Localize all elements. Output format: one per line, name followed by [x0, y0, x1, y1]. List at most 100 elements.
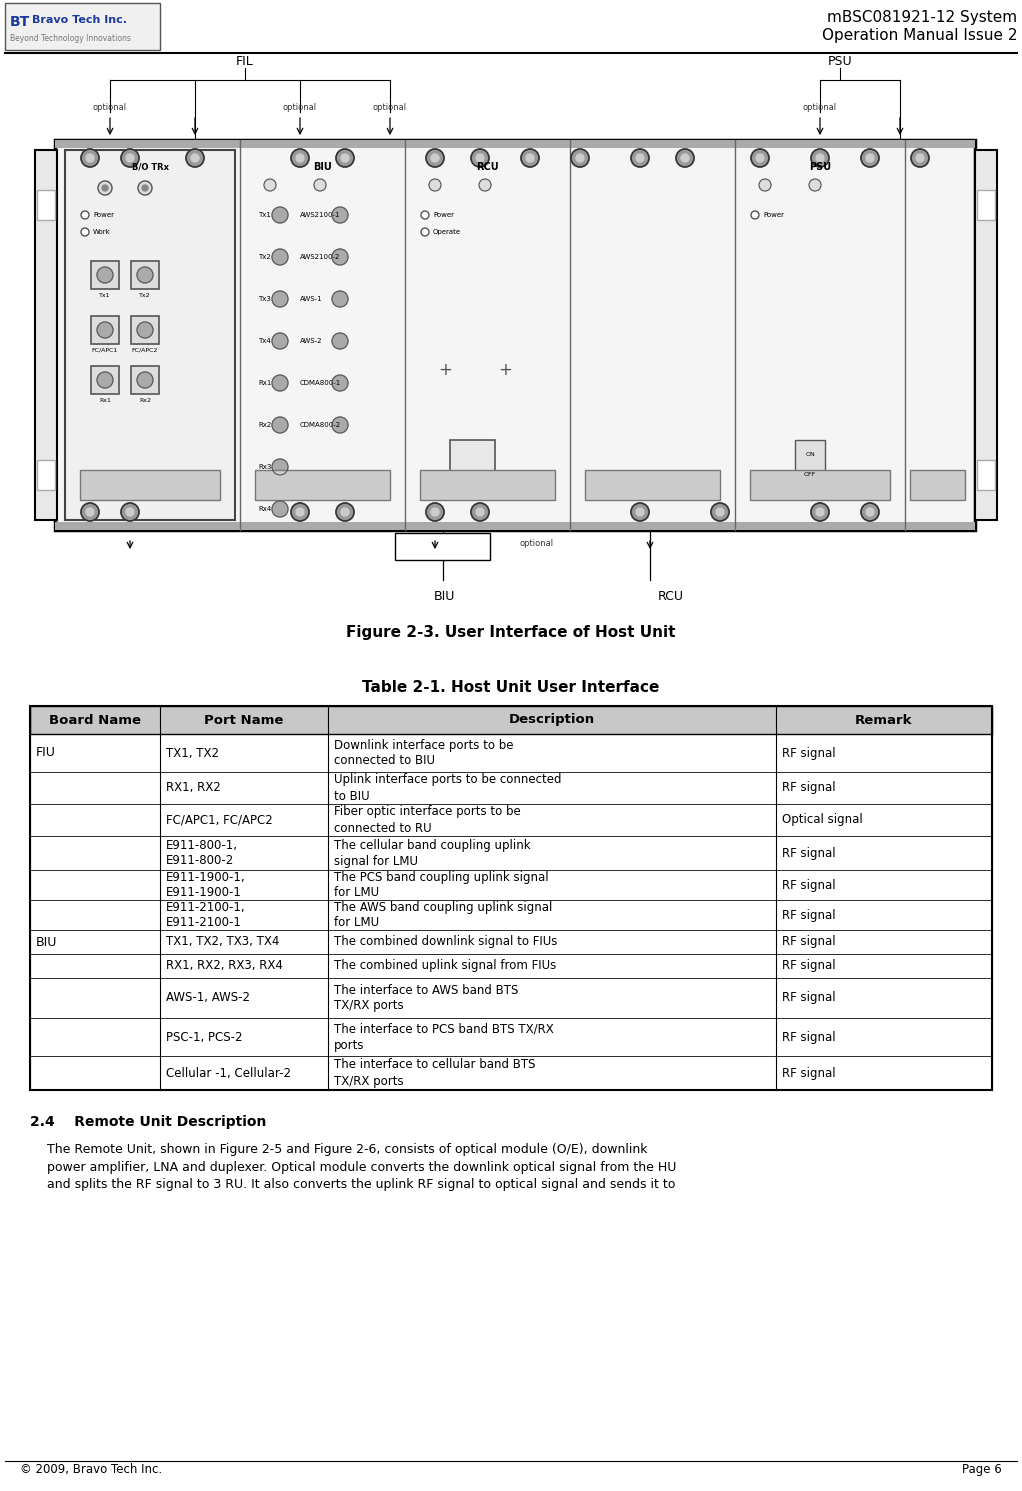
Circle shape [332, 249, 349, 265]
Circle shape [861, 149, 879, 167]
Text: FC/APC1, FC/APC2: FC/APC1, FC/APC2 [166, 814, 273, 826]
Bar [30, 1056, 992, 1090]
Circle shape [97, 371, 113, 388]
Bar [5, 3, 160, 51]
Text: BT: BT [10, 15, 31, 28]
Text: RF signal: RF signal [782, 908, 835, 921]
Bar [65, 151, 235, 520]
Bar [30, 836, 992, 871]
Circle shape [86, 154, 94, 163]
Bar [256, 470, 390, 499]
Text: Tx4: Tx4 [258, 338, 271, 344]
Circle shape [811, 149, 829, 167]
Text: E911-1900-1,
E911-1900-1: E911-1900-1, E911-1900-1 [166, 871, 245, 899]
Circle shape [86, 508, 94, 516]
Circle shape [332, 376, 349, 391]
Text: RF signal: RF signal [782, 935, 835, 948]
Text: optional: optional [520, 538, 554, 547]
Circle shape [264, 179, 276, 191]
Circle shape [526, 154, 535, 163]
Circle shape [314, 179, 326, 191]
Circle shape [809, 179, 821, 191]
Text: RF signal: RF signal [782, 781, 835, 795]
Circle shape [816, 154, 824, 163]
Circle shape [521, 149, 539, 167]
Text: RX1, RX2, RX3, RX4: RX1, RX2, RX3, RX4 [166, 960, 283, 972]
Bar [30, 954, 992, 978]
Text: RCU: RCU [658, 590, 684, 602]
Text: Rx1: Rx1 [99, 398, 111, 403]
Text: Bravo Tech Inc.: Bravo Tech Inc. [32, 15, 127, 25]
Text: Tx2: Tx2 [258, 253, 271, 259]
Circle shape [866, 508, 874, 516]
Text: The interface to PCS band BTS TX/RX
ports: The interface to PCS band BTS TX/RX port… [334, 1023, 554, 1051]
Circle shape [102, 185, 108, 191]
Circle shape [332, 291, 349, 307]
Bar [910, 470, 965, 499]
Text: OFF: OFF [804, 473, 817, 477]
Circle shape [272, 417, 288, 432]
Text: FC/APC1: FC/APC1 [92, 347, 119, 353]
Circle shape [916, 154, 924, 163]
Circle shape [126, 154, 134, 163]
Text: Downlink interface ports to be
connected to BIU: Downlink interface ports to be connected… [334, 738, 514, 768]
Bar [30, 930, 992, 954]
Text: TX1, TX2: TX1, TX2 [166, 747, 219, 759]
Bar [37, 189, 55, 221]
Circle shape [341, 154, 349, 163]
Circle shape [576, 154, 584, 163]
Text: Uplink interface ports to be connected
to BIU: Uplink interface ports to be connected t… [334, 774, 562, 802]
Text: The AWS band coupling uplink signal
for LMU: The AWS band coupling uplink signal for … [334, 901, 553, 929]
Text: FIU: FIU [36, 747, 56, 759]
Bar [750, 470, 890, 499]
Bar [91, 261, 119, 289]
Text: Work: Work [93, 230, 110, 236]
Text: FC/APC2: FC/APC2 [132, 347, 158, 353]
Circle shape [756, 154, 764, 163]
Circle shape [751, 149, 769, 167]
Bar [30, 707, 992, 734]
Circle shape [636, 508, 644, 516]
Text: Cellular -1, Cellular-2: Cellular -1, Cellular-2 [166, 1066, 291, 1079]
Bar [795, 440, 825, 491]
Circle shape [137, 267, 153, 283]
Circle shape [431, 154, 439, 163]
Text: BIU: BIU [36, 935, 57, 948]
Bar [91, 365, 119, 394]
Bar [55, 140, 975, 529]
Text: Page 6: Page 6 [963, 1463, 1002, 1476]
Text: ON: ON [805, 452, 815, 458]
Text: Port Name: Port Name [204, 714, 284, 726]
Circle shape [476, 508, 484, 516]
Text: The PCS band coupling uplink signal
for LMU: The PCS band coupling uplink signal for … [334, 871, 549, 899]
Circle shape [431, 508, 439, 516]
Circle shape [121, 149, 139, 167]
Text: 2.4    Remote Unit Description: 2.4 Remote Unit Description [30, 1115, 267, 1129]
Circle shape [711, 502, 729, 520]
Circle shape [911, 149, 929, 167]
Text: Operate: Operate [433, 230, 461, 236]
Circle shape [272, 332, 288, 349]
Circle shape [429, 179, 442, 191]
Circle shape [296, 508, 304, 516]
Text: optional: optional [803, 103, 837, 112]
Circle shape [332, 417, 349, 432]
Circle shape [341, 508, 349, 516]
Text: RF signal: RF signal [782, 1030, 835, 1044]
Text: Beyond Technology Innovations: Beyond Technology Innovations [10, 34, 131, 43]
Text: CDMA800-1: CDMA800-1 [300, 380, 341, 386]
Text: The combined downlink signal to FIUs: The combined downlink signal to FIUs [334, 935, 558, 948]
Circle shape [476, 154, 484, 163]
Text: optional: optional [283, 103, 317, 112]
Text: AWS-1: AWS-1 [300, 297, 323, 303]
Circle shape [121, 502, 139, 520]
Circle shape [336, 502, 354, 520]
Bar [450, 440, 495, 495]
Bar [55, 140, 975, 148]
Text: Tx2: Tx2 [139, 294, 151, 298]
Circle shape [98, 180, 112, 195]
Circle shape [636, 154, 644, 163]
Text: Description: Description [509, 714, 595, 726]
Text: Power: Power [433, 212, 454, 218]
Circle shape [291, 502, 309, 520]
